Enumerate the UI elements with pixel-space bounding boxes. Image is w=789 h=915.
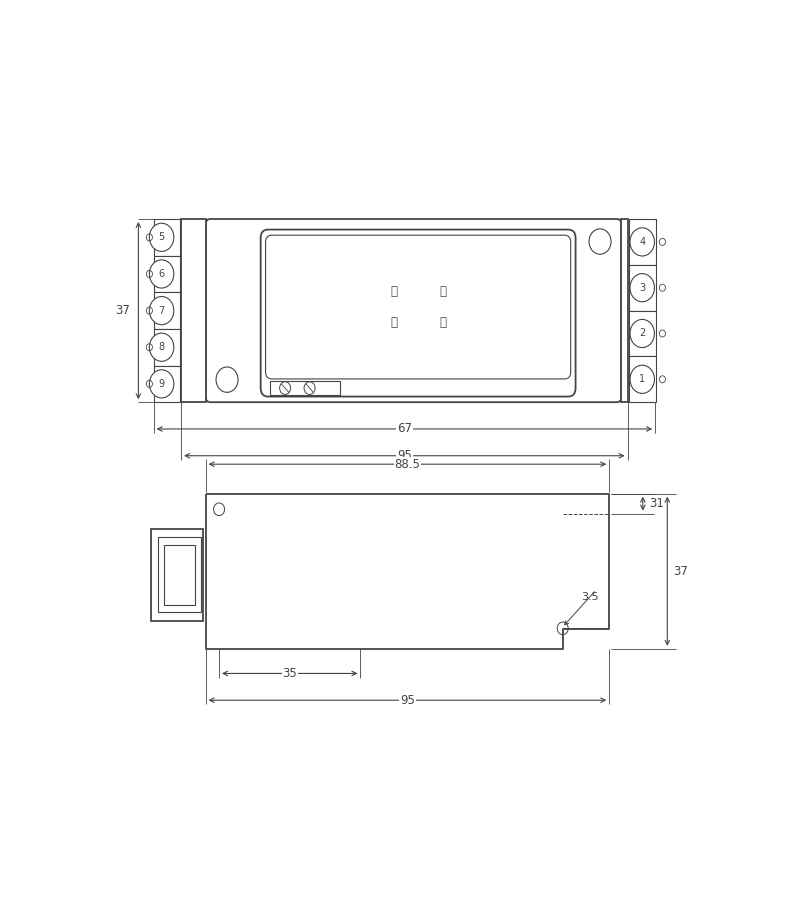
- Bar: [181, 219, 206, 403]
- Circle shape: [149, 296, 174, 325]
- Text: 3.5: 3.5: [581, 592, 599, 602]
- Text: 5: 5: [159, 232, 165, 242]
- Text: 35: 35: [282, 667, 297, 680]
- Text: 4: 4: [639, 237, 645, 247]
- Text: 31: 31: [649, 497, 664, 511]
- Text: 67: 67: [397, 423, 412, 436]
- Text: 37: 37: [116, 304, 130, 318]
- Bar: [629, 264, 656, 310]
- Text: 3: 3: [639, 283, 645, 293]
- Bar: [629, 219, 656, 264]
- Text: 9: 9: [159, 379, 165, 389]
- Circle shape: [630, 365, 654, 393]
- Circle shape: [630, 274, 654, 302]
- Text: 零: 零: [391, 285, 397, 298]
- FancyBboxPatch shape: [206, 219, 622, 403]
- Bar: [151, 529, 203, 620]
- Circle shape: [149, 260, 174, 288]
- Bar: [154, 255, 180, 292]
- Bar: [154, 292, 180, 328]
- Bar: [158, 537, 200, 612]
- Text: 37: 37: [673, 565, 688, 577]
- Text: 7: 7: [159, 306, 165, 316]
- Bar: [154, 328, 180, 366]
- Circle shape: [149, 370, 174, 398]
- Bar: [629, 356, 656, 403]
- Text: 益: 益: [439, 316, 446, 329]
- Circle shape: [149, 333, 174, 361]
- Text: 6: 6: [159, 269, 165, 279]
- Bar: [270, 381, 340, 395]
- Text: 95: 95: [397, 449, 412, 462]
- Bar: [154, 366, 180, 403]
- Text: 88.5: 88.5: [394, 458, 421, 470]
- Bar: [629, 310, 656, 357]
- Text: 8: 8: [159, 342, 165, 352]
- Circle shape: [630, 228, 654, 256]
- FancyBboxPatch shape: [260, 230, 576, 396]
- FancyBboxPatch shape: [266, 235, 570, 379]
- Text: 2: 2: [639, 328, 645, 339]
- Text: 1: 1: [639, 374, 645, 384]
- Circle shape: [149, 223, 174, 252]
- Text: 点: 点: [391, 316, 397, 329]
- Text: 95: 95: [400, 694, 415, 706]
- Bar: [164, 544, 195, 605]
- Circle shape: [630, 319, 654, 348]
- Bar: [622, 219, 627, 403]
- Text: 增: 增: [439, 285, 446, 298]
- Bar: [154, 219, 180, 255]
